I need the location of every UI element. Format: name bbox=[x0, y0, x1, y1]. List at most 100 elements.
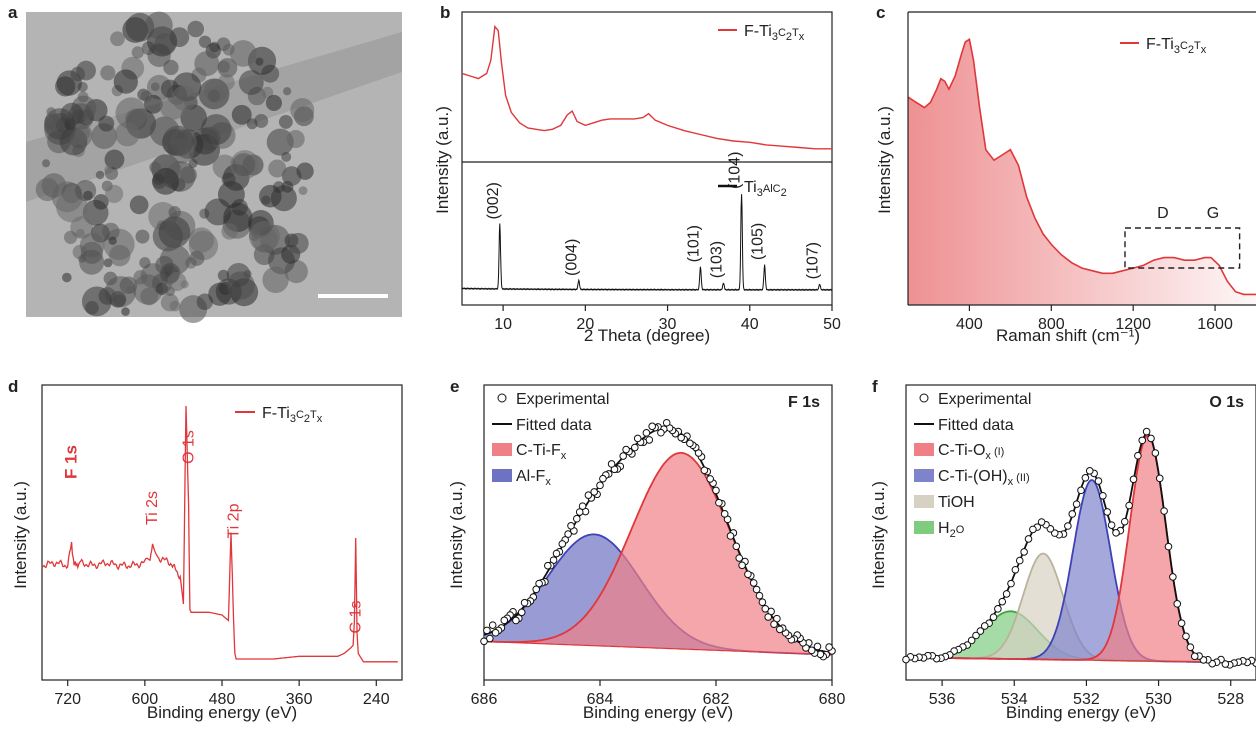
3-xtick-label-3: 680 bbox=[819, 691, 846, 708]
legend-b-ti3alc2-mid: AlC bbox=[763, 183, 781, 195]
experimental-point-e bbox=[755, 591, 764, 600]
tem-particle bbox=[135, 229, 150, 244]
legend-f-swatch-1 bbox=[914, 469, 934, 482]
experimental-point-f bbox=[980, 622, 989, 630]
legend-b-ti3alc2-sub2: 2 bbox=[781, 187, 787, 199]
tem-particle bbox=[286, 129, 305, 149]
tem-particle bbox=[75, 125, 90, 141]
experimental-point-e bbox=[738, 561, 746, 570]
experimental-point-f bbox=[1007, 579, 1015, 588]
experimental-point-e bbox=[607, 460, 616, 468]
experimental-point-f bbox=[1164, 542, 1173, 551]
peak-label-6: (107) bbox=[805, 242, 822, 279]
panel-f-label: f bbox=[872, 377, 878, 396]
tem-particle bbox=[204, 78, 228, 103]
legend-f-ctioh-suffix: (II) bbox=[1013, 472, 1030, 484]
tem-particle bbox=[102, 222, 120, 241]
panel-c-ylabel: Intensity (a.u.) bbox=[875, 106, 894, 214]
experimental-point-e bbox=[564, 530, 572, 538]
legend-d-f-ti3c2tx-pre: F-Ti bbox=[262, 405, 290, 422]
experimental-point-e bbox=[732, 542, 741, 551]
tem-particle bbox=[278, 114, 293, 129]
panel-f-xlabel: Binding energy (eV) bbox=[1006, 703, 1156, 722]
legend-f-experimental: Experimental bbox=[938, 391, 1031, 408]
experimental-point-f bbox=[998, 597, 1007, 606]
experimental-point-f bbox=[989, 613, 998, 622]
legend-b-f-ti3c2tx-sub3: x bbox=[799, 31, 805, 43]
1-xtick-label-3: 1600 bbox=[1197, 316, 1233, 333]
1-xtick-label-2: 1200 bbox=[1115, 316, 1151, 333]
series-f-ti3c2tx-survey bbox=[41, 405, 398, 663]
legend-f-ctio-sub: x bbox=[985, 450, 991, 462]
experimental-point-f bbox=[1160, 507, 1168, 515]
tem-particle bbox=[268, 159, 287, 178]
tem-particle bbox=[229, 40, 257, 67]
legend-e-swatch-1 bbox=[492, 469, 512, 482]
experimental-point-f bbox=[994, 605, 1002, 613]
experimental-point-e bbox=[567, 522, 575, 530]
tem-particle bbox=[281, 166, 302, 186]
legend-c-f-ti3c2tx-pre: F-Ti bbox=[1146, 36, 1174, 53]
experimental-point-e bbox=[761, 604, 770, 613]
legend-b-ti3alc2: Ti3AlC2 bbox=[744, 179, 787, 199]
experimental-point-f bbox=[1037, 518, 1046, 526]
panel-d-xlabel: Binding energy (eV) bbox=[147, 703, 297, 722]
tem-particle bbox=[104, 165, 113, 174]
legend-d-f-ti3c2tx-sub1: 3 bbox=[290, 413, 296, 425]
tem-particle bbox=[63, 230, 78, 244]
legend-c-f-ti3c2tx-sub2: 2 bbox=[1188, 44, 1194, 56]
experimental-point-f bbox=[1112, 529, 1120, 537]
tem-particle bbox=[254, 113, 269, 128]
tem-particle bbox=[62, 272, 72, 283]
tem-particle bbox=[129, 195, 149, 215]
experimental-point-e bbox=[520, 598, 529, 607]
3-xtick-label-2: 682 bbox=[703, 691, 730, 708]
4-xtick-label-3: 530 bbox=[1145, 691, 1172, 708]
experimental-point-e bbox=[575, 508, 584, 516]
panel-d-frame bbox=[41, 384, 403, 681]
legend-f-ctio: C-Ti-Ox (I) bbox=[938, 442, 1004, 462]
experimental-point-e bbox=[483, 626, 491, 635]
experimental-point-f bbox=[972, 631, 980, 640]
tem-particle bbox=[152, 173, 165, 185]
3-xtick-label-1: 684 bbox=[587, 691, 614, 708]
experimental-point-e bbox=[662, 418, 671, 427]
experimental-point-e bbox=[700, 466, 709, 475]
experimental-point-e bbox=[500, 616, 509, 625]
tem-particle bbox=[226, 271, 255, 300]
tem-particle bbox=[187, 20, 205, 38]
experimental-point-e bbox=[599, 474, 607, 483]
experimental-point-f bbox=[1103, 508, 1112, 516]
legend-d-f-ti3c2tx: F-Ti3C2Tx bbox=[262, 405, 323, 425]
peak-annotation-0: F 1s bbox=[62, 445, 81, 479]
experimental-point-f bbox=[1002, 590, 1011, 598]
series-f-ti3c2tx-xrd bbox=[461, 24, 832, 150]
experimental-point-e bbox=[619, 452, 628, 460]
component-fill-f-0 bbox=[906, 611, 1256, 663]
dg-band-box bbox=[1124, 227, 1241, 269]
experimental-point-f bbox=[1050, 529, 1059, 537]
tem-particle bbox=[167, 272, 187, 292]
experimental-point-e bbox=[596, 481, 604, 490]
experimental-point-f bbox=[1129, 475, 1138, 484]
experimental-point-e bbox=[715, 498, 723, 507]
legend-b-ti3alc2-pre: Ti bbox=[744, 179, 757, 196]
panel-f-frame bbox=[905, 384, 1256, 681]
experimental-point-e bbox=[512, 616, 520, 625]
tem-particle bbox=[110, 31, 125, 47]
2-xtick-label-0: 720 bbox=[54, 691, 81, 708]
legend-c-f-ti3c2tx-sub3: x bbox=[1201, 44, 1207, 56]
tem-particle bbox=[231, 104, 252, 125]
panel-a-image bbox=[26, 11, 402, 324]
experimental-point-e bbox=[706, 475, 715, 483]
series-f-ti3c2tx-raman bbox=[907, 37, 1256, 296]
tem-particle bbox=[238, 70, 264, 95]
tem-particle bbox=[44, 116, 54, 125]
panel-e-xlabel: Binding energy (eV) bbox=[583, 703, 733, 722]
tem-particle bbox=[104, 184, 124, 204]
legend-b-f-ti3c2tx-sub1: 3 bbox=[772, 31, 778, 43]
experimental-point-e bbox=[752, 585, 761, 594]
legend-f-h2o-o: O bbox=[956, 524, 965, 536]
component-fill-f-2 bbox=[906, 480, 1256, 663]
annotation-d-band: D bbox=[1157, 205, 1169, 222]
